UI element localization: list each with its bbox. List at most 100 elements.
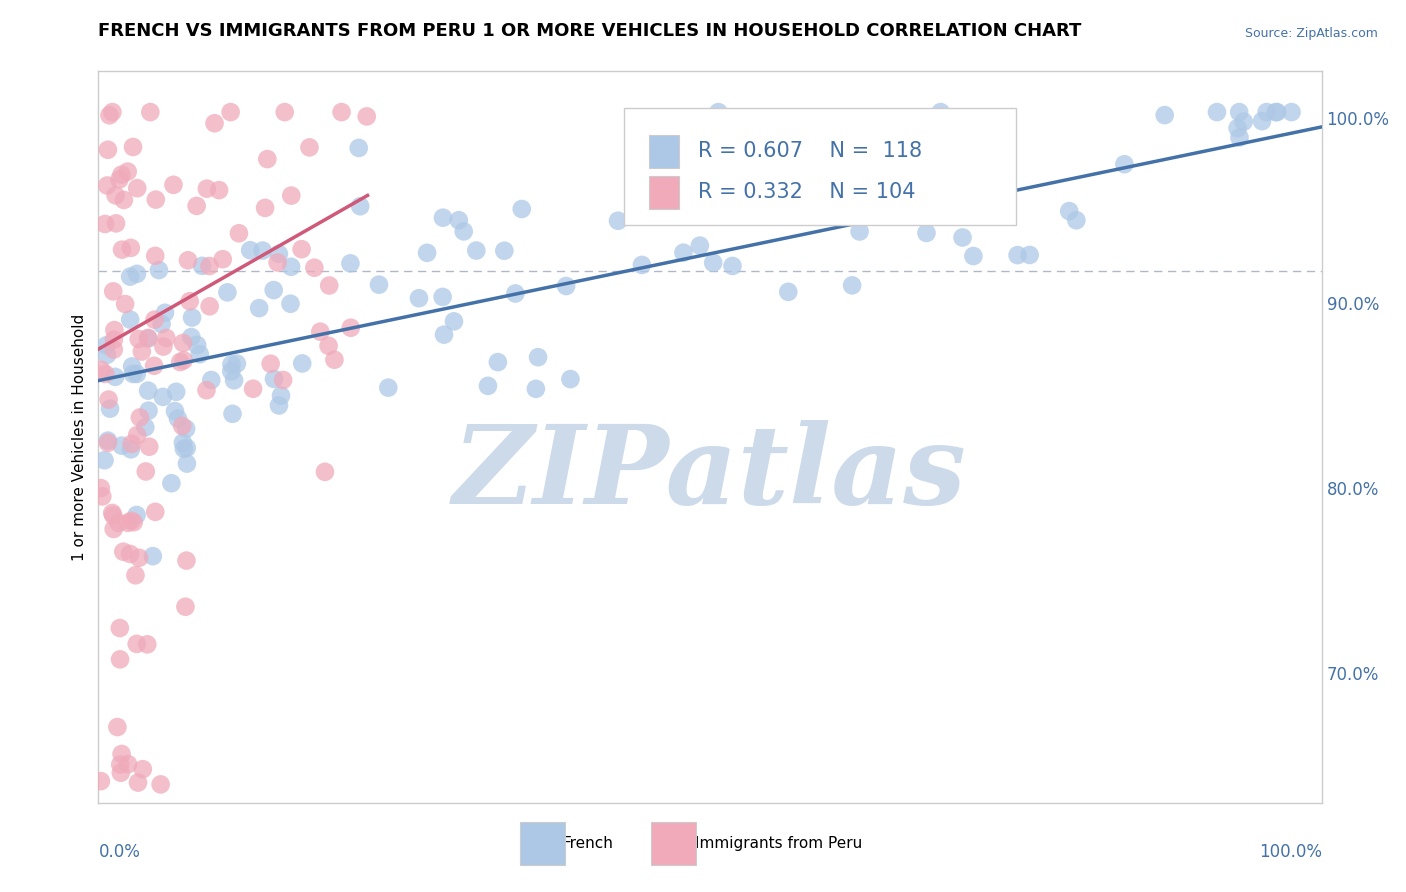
Point [256, 152, 278, 166]
Point [309, 325, 332, 339]
Point [465, 244, 488, 258]
Point [188, 347, 211, 361]
Point [103, 285, 125, 299]
Point [347, 141, 370, 155]
Point [247, 301, 270, 315]
FancyBboxPatch shape [624, 108, 1015, 225]
Point [136, 384, 159, 398]
Point [108, 652, 131, 666]
Point [98, 401, 121, 416]
Point [172, 336, 194, 351]
Point [267, 247, 290, 261]
Point [96, 178, 118, 193]
Point [172, 418, 194, 433]
Point [980, 125, 1002, 139]
Point [1057, 204, 1080, 219]
Point [128, 332, 150, 346]
Point [108, 621, 131, 635]
Point [110, 747, 132, 761]
Point [120, 312, 142, 326]
Point [200, 373, 222, 387]
Point [239, 244, 262, 258]
Point [96, 348, 118, 362]
Point [1007, 248, 1029, 262]
Point [356, 110, 378, 124]
Point [323, 352, 346, 367]
Point [93, 453, 115, 467]
Point [225, 357, 247, 371]
Point [94, 217, 117, 231]
Point [121, 437, 143, 451]
Point [1264, 105, 1286, 120]
Point [128, 410, 150, 425]
Point [120, 269, 142, 284]
Point [97, 435, 120, 450]
Point [453, 224, 475, 238]
Point [186, 199, 208, 213]
Point [104, 369, 127, 384]
Point [841, 278, 863, 293]
Point [143, 359, 166, 373]
Point [125, 267, 148, 281]
Point [263, 283, 285, 297]
Point [103, 333, 125, 347]
Point [280, 188, 302, 202]
Point [962, 249, 984, 263]
Point [252, 244, 274, 258]
Point [173, 353, 195, 368]
Point [211, 252, 233, 267]
Point [101, 508, 124, 523]
Point [120, 514, 142, 528]
Point [783, 199, 806, 213]
Point [117, 516, 139, 530]
Point [90, 774, 112, 789]
Point [447, 213, 470, 227]
Point [217, 285, 239, 300]
Point [1229, 130, 1251, 145]
Point [96, 338, 118, 352]
Point [198, 299, 221, 313]
Point [1227, 105, 1250, 120]
Point [153, 306, 176, 320]
Point [143, 505, 166, 519]
Point [176, 553, 198, 567]
Point [477, 379, 499, 393]
Point [204, 116, 226, 130]
Point [114, 297, 136, 311]
Point [980, 115, 1002, 129]
Point [125, 367, 148, 381]
Point [749, 170, 772, 185]
Point [1206, 105, 1229, 120]
Point [304, 260, 326, 275]
Text: R = 0.607    N =  118: R = 0.607 N = 118 [697, 141, 922, 161]
Point [112, 193, 135, 207]
Point [749, 168, 772, 182]
Point [97, 392, 120, 407]
Point [120, 241, 142, 255]
Point [432, 211, 454, 225]
Point [510, 202, 533, 216]
Point [179, 294, 201, 309]
Point [104, 188, 127, 202]
Point [125, 508, 148, 522]
Point [98, 108, 121, 122]
Point [486, 355, 509, 369]
Point [94, 367, 117, 381]
Point [149, 777, 172, 791]
Point [266, 255, 288, 269]
Point [339, 320, 361, 334]
Point [97, 434, 120, 448]
Text: ZIPatlas: ZIPatlas [453, 420, 967, 527]
Point [176, 457, 198, 471]
Point [339, 256, 361, 270]
Point [152, 390, 174, 404]
Point [139, 105, 162, 120]
Point [368, 277, 391, 292]
Point [1256, 105, 1278, 120]
Point [271, 373, 294, 387]
Point [208, 183, 231, 197]
Point [689, 238, 711, 252]
Point [254, 201, 277, 215]
Point [219, 105, 242, 120]
Text: R = 0.332    N = 104: R = 0.332 N = 104 [697, 182, 915, 202]
